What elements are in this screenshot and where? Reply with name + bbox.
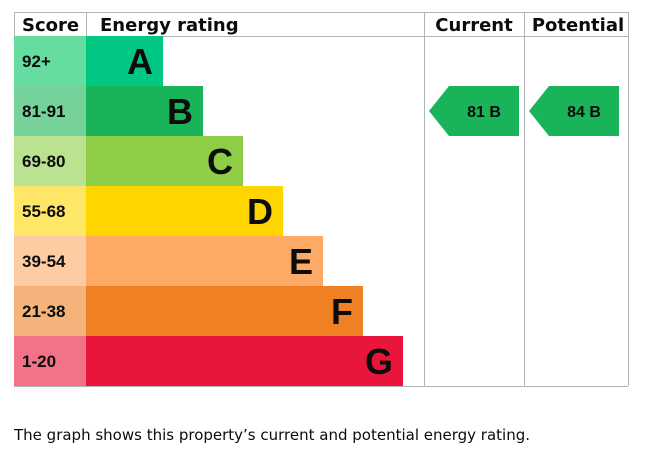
potential-rating-label: 84 B (567, 104, 601, 121)
score-cell-b (14, 86, 86, 136)
score-cell-f (14, 286, 86, 336)
chart-header: Score Energy rating Current Potential (22, 15, 624, 36)
header-current: Current (435, 15, 513, 36)
score-label-c: 69-80 (22, 152, 65, 171)
score-label-d: 55-68 (22, 202, 65, 221)
current-rating-arrow (429, 86, 519, 136)
rating-letter-a: A (127, 41, 153, 82)
score-cell-c (14, 136, 86, 186)
chart-caption: The graph shows this property’s current … (14, 426, 530, 444)
score-label-a: 92+ (22, 52, 51, 71)
rating-letter-b: B (167, 91, 193, 132)
rating-bands: 92+ A 81-91 B 69-80 C 55-68 D 39-54 E 21-38 F 1-20 G (14, 36, 403, 386)
rating-letter-g: G (365, 341, 393, 382)
rating-letter-f: F (331, 291, 353, 332)
rating-bar-d (86, 186, 283, 236)
score-label-g: 1-20 (22, 352, 56, 371)
header-energy-rating: Energy rating (100, 15, 239, 36)
rating-letter-e: E (289, 241, 313, 282)
potential-rating-arrow (529, 86, 619, 136)
rating-bar-b (86, 86, 203, 136)
score-cell-a (14, 36, 86, 86)
score-label-b: 81-91 (22, 102, 65, 121)
energy-rating-chart: Score Energy rating Current Potential 92… (14, 12, 629, 387)
score-label-f: 21-38 (22, 302, 65, 321)
rating-bar-c (86, 136, 243, 186)
score-cell-e (14, 236, 86, 286)
current-rating-label: 81 B (467, 104, 501, 121)
header-potential: Potential (532, 15, 624, 36)
rating-bar-g (86, 336, 403, 386)
rating-letter-d: D (247, 191, 273, 232)
rating-letter-c: C (207, 141, 233, 182)
header-score: Score (22, 15, 79, 36)
rating-bar-e (86, 236, 323, 286)
rating-bar-f (86, 286, 363, 336)
score-label-e: 39-54 (22, 252, 66, 271)
rating-arrows: 81 B 84 B (429, 86, 619, 136)
score-cell-d (14, 186, 86, 236)
score-cell-g (14, 336, 86, 386)
rating-bar-a (86, 36, 163, 86)
